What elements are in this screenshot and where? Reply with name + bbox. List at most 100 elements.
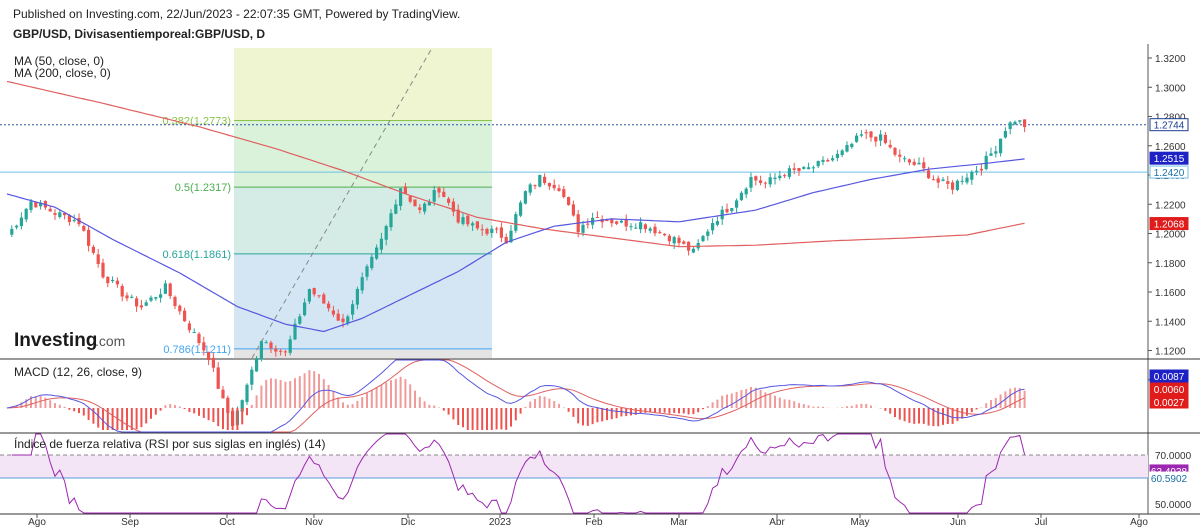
candle-body bbox=[139, 305, 143, 308]
time-tick-label: Jun bbox=[950, 517, 966, 528]
candle-body bbox=[336, 313, 340, 321]
candle-body bbox=[917, 162, 921, 165]
candle-body bbox=[821, 159, 825, 162]
candle-body bbox=[317, 295, 321, 297]
candle-body bbox=[528, 184, 532, 193]
candle-body bbox=[864, 132, 868, 134]
time-tick-label: Feb bbox=[585, 517, 603, 528]
candle-body bbox=[197, 333, 201, 344]
candle-body bbox=[984, 155, 988, 170]
candle-body bbox=[898, 154, 902, 157]
price-tick-label: 1.2000 bbox=[1155, 230, 1186, 241]
price-tag-label: 0.0027 bbox=[1154, 398, 1185, 409]
candle-body bbox=[269, 342, 273, 349]
candle-body bbox=[711, 223, 715, 231]
candle-body bbox=[53, 213, 57, 215]
candle-body bbox=[120, 286, 124, 297]
candle-body bbox=[567, 197, 571, 206]
rsi-tick-label: 70.0000 bbox=[1155, 451, 1192, 462]
candle-body bbox=[466, 215, 470, 225]
candle-body bbox=[783, 175, 787, 177]
candle-body bbox=[96, 254, 100, 265]
candle-body bbox=[495, 228, 499, 230]
fib-zone-band bbox=[234, 48, 492, 121]
candle-body bbox=[802, 167, 806, 169]
candle-body bbox=[408, 196, 412, 202]
logo-wordmark: Investing bbox=[14, 330, 97, 351]
candle-body bbox=[831, 158, 835, 161]
candle-body bbox=[303, 302, 307, 316]
candle-body bbox=[101, 262, 105, 278]
candle-body bbox=[912, 161, 916, 165]
time-tick-label: Abr bbox=[769, 517, 785, 528]
candle-body bbox=[504, 236, 508, 244]
candle-body bbox=[480, 229, 484, 231]
candle-body bbox=[735, 200, 739, 208]
candle-body bbox=[240, 400, 244, 412]
candle-body bbox=[682, 241, 686, 244]
candle-body bbox=[845, 145, 849, 152]
candle-body bbox=[768, 177, 772, 185]
candle-body bbox=[975, 170, 979, 172]
fib-zone-band bbox=[234, 348, 492, 358]
price-tag-box bbox=[1149, 471, 1189, 485]
candle-body bbox=[283, 351, 287, 353]
candle-body bbox=[63, 212, 67, 216]
candle-body bbox=[279, 350, 283, 352]
horizontal-levels bbox=[0, 124, 1148, 173]
moving-averages bbox=[6, 80, 1025, 333]
fib-level-label: 0.786(1.1211) bbox=[163, 344, 231, 356]
price-tag-box bbox=[1149, 217, 1189, 231]
candle-body bbox=[610, 219, 614, 224]
candle-body bbox=[202, 342, 206, 351]
candle-body bbox=[163, 283, 167, 294]
candle-body bbox=[418, 207, 422, 210]
time-axis: Ago Sep Oct Nov Dic 2023 Feb Mar Abr May Jun Jul Ago bbox=[28, 514, 1148, 528]
candle-body bbox=[130, 296, 134, 298]
fibonacci-zone: 0.382(1.2773)0.5(1.2317)0.618(1.1861)0.7… bbox=[163, 47, 492, 359]
candle-body bbox=[816, 161, 820, 167]
candle-body bbox=[730, 208, 734, 212]
candle-body bbox=[399, 188, 403, 207]
candle-body bbox=[346, 316, 350, 324]
candle-body bbox=[624, 219, 628, 227]
candle-body bbox=[255, 358, 259, 372]
price-tick-label: 1.3200 bbox=[1155, 54, 1186, 65]
candle-body bbox=[749, 177, 753, 188]
rsi-band bbox=[0, 455, 1148, 479]
candle-body bbox=[787, 168, 791, 177]
candle-body bbox=[144, 302, 148, 306]
price-tag-label: 0.0060 bbox=[1154, 385, 1185, 396]
published-caption: Published on Investing.com, 22/Jun/2023 … bbox=[13, 7, 461, 21]
candle-body bbox=[605, 220, 609, 222]
ma200-line bbox=[6, 80, 1025, 248]
candle-body bbox=[696, 242, 700, 249]
candle-body bbox=[365, 266, 369, 277]
candle-body bbox=[58, 212, 62, 217]
ma50-line bbox=[6, 158, 1025, 333]
candle-body bbox=[490, 228, 494, 233]
candle-body bbox=[379, 238, 383, 250]
candle-body bbox=[725, 208, 729, 213]
candle-body bbox=[327, 303, 331, 309]
time-tick-label: Ago bbox=[28, 517, 46, 528]
candle-body bbox=[547, 182, 551, 187]
candle-body bbox=[183, 310, 187, 322]
candle-body bbox=[543, 176, 547, 184]
macd-line bbox=[6, 359, 1025, 433]
candle-body bbox=[869, 131, 873, 138]
price-tick-label: 1.1600 bbox=[1155, 288, 1186, 299]
candle-body bbox=[619, 220, 623, 223]
candle-body bbox=[264, 342, 268, 344]
candle-body bbox=[922, 162, 926, 169]
candle-body bbox=[759, 180, 763, 183]
price-tick-label: 1.2800 bbox=[1155, 113, 1186, 124]
candle-body bbox=[653, 226, 657, 234]
candle-body bbox=[859, 134, 863, 136]
candle-body bbox=[581, 224, 585, 233]
ma200-legend: MA (200, close, 0) bbox=[14, 66, 111, 80]
candle-body bbox=[634, 227, 638, 229]
time-tick-label: Nov bbox=[305, 517, 323, 528]
candle-body bbox=[293, 323, 297, 340]
